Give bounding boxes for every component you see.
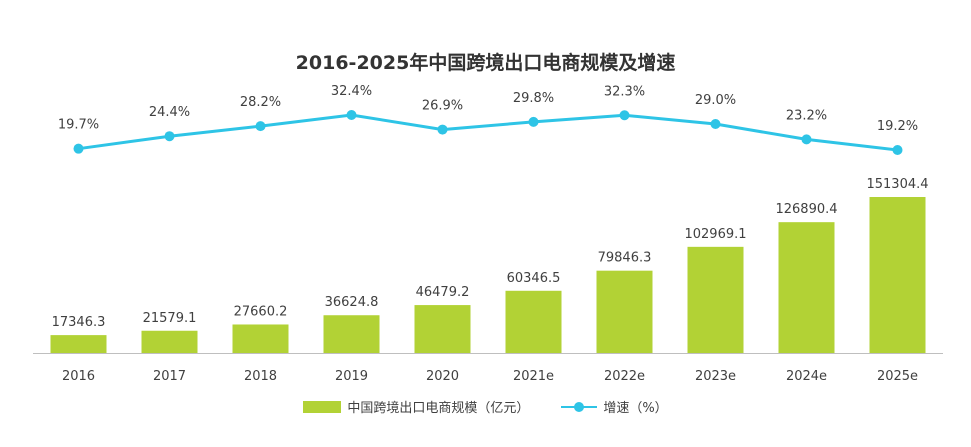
growth-value-label: 28.2% (240, 95, 281, 110)
x-tick-label: 2022e (604, 369, 645, 384)
legend: 中国跨境出口电商规模（亿元） 增速（%） (0, 397, 971, 416)
legend-line-swatch (561, 401, 598, 413)
bar (687, 246, 744, 353)
bar-value-label: 79846.3 (598, 251, 652, 266)
bar (505, 290, 562, 353)
bar (414, 305, 471, 353)
growth-point (619, 110, 630, 121)
bar (323, 315, 380, 353)
bar (141, 330, 198, 353)
legend-line-label: 增速（%） (603, 401, 668, 416)
legend-item-bar: 中国跨境出口电商规模（亿元） (303, 397, 529, 416)
legend-bar-label: 中国跨境出口电商规模（亿元） (347, 401, 530, 416)
bar (50, 335, 107, 353)
x-tick-label: 2021e (513, 369, 554, 384)
bar-value-label: 21579.1 (143, 311, 197, 326)
bar (778, 222, 835, 353)
x-tick-label: 2017 (153, 369, 186, 384)
x-tick-label: 2023e (695, 369, 736, 384)
bar-value-label: 46479.2 (416, 285, 470, 300)
growth-point (437, 124, 448, 135)
bar-value-label: 151304.4 (866, 177, 928, 192)
x-tick-label: 2016 (62, 369, 95, 384)
bar-value-label: 36624.8 (325, 295, 379, 310)
growth-value-label: 32.3% (604, 84, 645, 99)
growth-value-label: 23.2% (786, 108, 827, 123)
growth-point (164, 131, 175, 142)
x-tick-label: 2025e (877, 369, 918, 384)
growth-value-label: 24.4% (149, 105, 190, 120)
x-tick-label: 2020 (426, 369, 459, 384)
x-tick-label: 2018 (244, 369, 277, 384)
bar-value-label: 126890.4 (775, 202, 837, 217)
bar (869, 197, 926, 353)
growth-value-label: 32.4% (331, 84, 372, 99)
growth-point (710, 119, 721, 130)
x-tick-label: 2024e (786, 369, 827, 384)
growth-value-label: 19.7% (58, 118, 99, 133)
growth-point (528, 116, 539, 127)
growth-value-label: 19.2% (877, 119, 918, 134)
growth-value-label: 26.9% (422, 99, 463, 114)
growth-point (892, 145, 903, 155)
chart-title: 2016-2025年中国跨境出口电商规模及增速 (295, 52, 676, 74)
growth-point (255, 121, 266, 132)
legend-item-line: 增速（%） (561, 397, 668, 416)
bar-value-label: 17346.3 (52, 315, 106, 330)
bar-value-label: 60346.5 (507, 271, 561, 286)
bar (232, 324, 289, 353)
growth-point (801, 134, 812, 145)
x-tick-label: 2019 (335, 369, 368, 384)
bar (596, 270, 653, 353)
growth-point (346, 110, 357, 120)
bar-value-label: 102969.1 (684, 227, 746, 242)
growth-value-label: 29.8% (513, 91, 554, 106)
growth-point (73, 143, 84, 154)
legend-bar-swatch (303, 400, 342, 413)
growth-value-label: 29.0% (695, 93, 736, 108)
growth-line (78, 113, 898, 152)
bar-value-label: 27660.2 (234, 304, 288, 319)
